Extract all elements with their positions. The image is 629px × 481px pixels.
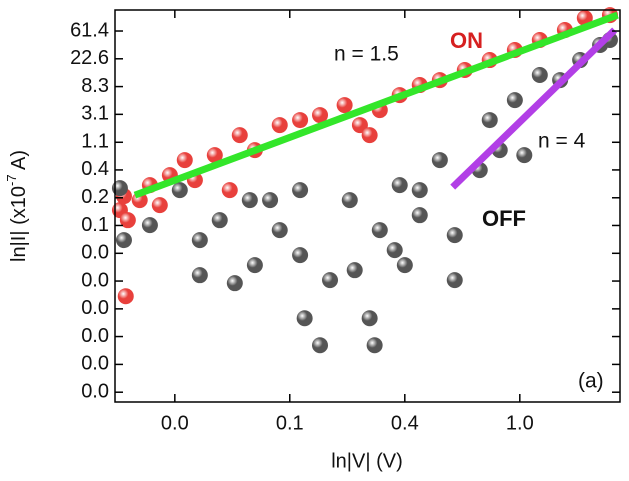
annotation: n = 1.5: [334, 43, 399, 66]
data-point: [371, 222, 388, 239]
data-point: [292, 182, 309, 199]
data-point: [246, 257, 263, 274]
data-point: [296, 310, 313, 327]
data-point: [117, 288, 134, 305]
fit-line: [450, 27, 618, 190]
data-point: [506, 92, 523, 109]
data-point: [481, 112, 498, 129]
annotation: OFF: [482, 206, 526, 231]
data-point: [431, 152, 448, 169]
data-point: [191, 267, 208, 284]
annotation: n = 4: [538, 130, 586, 153]
y-tick-label: 0.4: [81, 158, 109, 180]
y-tick-label: 0.1: [81, 214, 109, 236]
data-point: [141, 217, 158, 234]
data-point: [386, 242, 403, 259]
data-point: [411, 182, 428, 199]
data-point: [115, 232, 132, 249]
data-point: [312, 337, 329, 354]
data-point: [576, 10, 593, 27]
y-tick-label: 0.0: [81, 297, 109, 319]
y-tick-label: 1.1: [81, 131, 109, 153]
plot-frame: [114, 9, 621, 403]
data-point: [446, 227, 463, 244]
data-point: [346, 262, 363, 279]
y-axis-label: ln|I| (x10-7 A): [4, 150, 30, 262]
data-point: [241, 192, 258, 209]
data-point: [206, 147, 223, 164]
y-tick-label: 0.0: [81, 380, 109, 402]
data-point: [176, 152, 193, 169]
y-tick-label: 0.0: [81, 242, 109, 264]
data-point: [211, 212, 228, 229]
data-point: [531, 67, 548, 84]
data-point: [361, 310, 378, 327]
x-axis-label: ln|V| (V): [331, 450, 403, 472]
data-point: [396, 257, 413, 274]
x-tick-label: 1.0: [506, 412, 534, 434]
y-tick-label: 61.4: [70, 19, 109, 41]
data-point: [366, 337, 383, 354]
data-point: [516, 147, 533, 164]
data-point: [336, 97, 353, 114]
data-point: [341, 192, 358, 209]
data-point: [446, 272, 463, 289]
data-point: [292, 112, 309, 129]
annotation: (a): [578, 370, 604, 393]
data-point: [226, 275, 243, 292]
data-point: [119, 212, 136, 229]
y-tick-label: 0.0: [81, 269, 109, 291]
data-point: [171, 182, 188, 199]
data-point: [231, 127, 248, 144]
data-point: [312, 107, 329, 124]
y-tick-label: 0.2: [81, 186, 109, 208]
data-point: [151, 197, 168, 214]
y-tick-label: 0.0: [81, 325, 109, 347]
data-point: [191, 232, 208, 249]
x-tick-label: 0.4: [391, 412, 419, 434]
data-point: [262, 192, 279, 209]
x-tick-label: 0.1: [276, 412, 304, 434]
data-point: [351, 117, 368, 134]
annotation: ON: [450, 28, 483, 53]
x-tick-label: 0.0: [161, 412, 189, 434]
data-point: [271, 117, 288, 134]
data-point: [221, 182, 238, 199]
y-tick-label: 3.1: [81, 103, 109, 125]
y-tick-label: 8.3: [81, 75, 109, 97]
y-tick-label: 22.6: [70, 47, 109, 69]
data-point: [361, 127, 378, 144]
data-point: [391, 177, 408, 194]
data-point: [271, 222, 288, 239]
data-point: [411, 207, 428, 224]
data-point: [292, 247, 309, 264]
fit-line: [133, 11, 619, 199]
data-point: [322, 272, 339, 289]
data-point: [111, 180, 128, 197]
y-tick-label: 0.0: [81, 353, 109, 375]
